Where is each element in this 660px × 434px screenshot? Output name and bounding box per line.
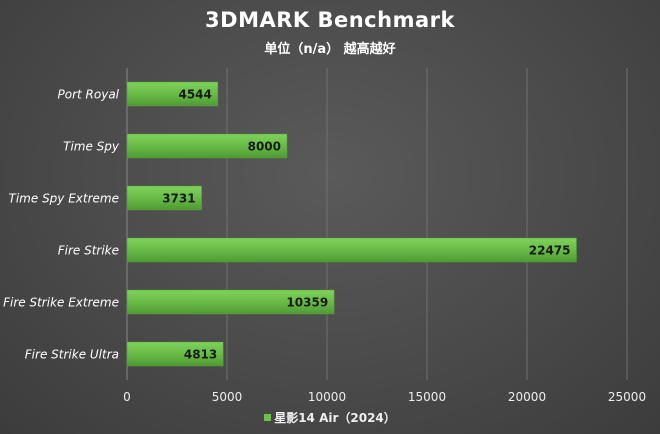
bar [126, 341, 224, 367]
bar [126, 237, 577, 263]
bar-value-label: 8000 [248, 140, 281, 154]
bar [126, 81, 219, 107]
x-tick-label: 0 [123, 390, 131, 404]
bar-value-label: 10359 [286, 296, 328, 310]
chart-title: 3DMARK Benchmark [205, 8, 455, 32]
bar [126, 133, 288, 159]
category-label: Port Royal [58, 88, 120, 102]
category-label: Time Spy Extreme [9, 192, 119, 206]
x-tick-label: 10000 [308, 390, 346, 404]
x-tick-label: 15000 [408, 390, 446, 404]
category-label: Fire Strike Ultra [25, 348, 119, 362]
bar-value-label: 4544 [178, 88, 211, 102]
legend: 星影14 Air（2024） [0, 409, 660, 426]
bar-series: 4544 8000 3731 22475 10359 4813 [126, 81, 577, 367]
bar-value-label: 22475 [529, 244, 571, 258]
x-axis-ticks: 0 5000 10000 15000 20000 25000 [123, 390, 646, 404]
category-label: Fire Strike [58, 244, 119, 258]
bar [126, 185, 202, 211]
bar-value-label: 3731 [162, 192, 195, 206]
chart-subtitle: 单位（n/a） 越高越好 [264, 42, 396, 57]
x-tick-label: 20000 [508, 390, 546, 404]
bar [126, 289, 335, 315]
category-labels: Port Royal Time Spy Time Spy Extreme Fire S… [3, 88, 120, 362]
legend-swatch [264, 414, 272, 421]
category-label: Time Spy [63, 140, 120, 154]
legend-label: 星影14 Air（2024） [274, 411, 396, 425]
x-tick-label: 25000 [608, 390, 646, 404]
bar-value-label: 4813 [184, 348, 217, 362]
gridlines [126, 68, 628, 380]
category-label: Fire Strike Extreme [3, 296, 119, 310]
x-tick-label: 5000 [212, 390, 243, 404]
